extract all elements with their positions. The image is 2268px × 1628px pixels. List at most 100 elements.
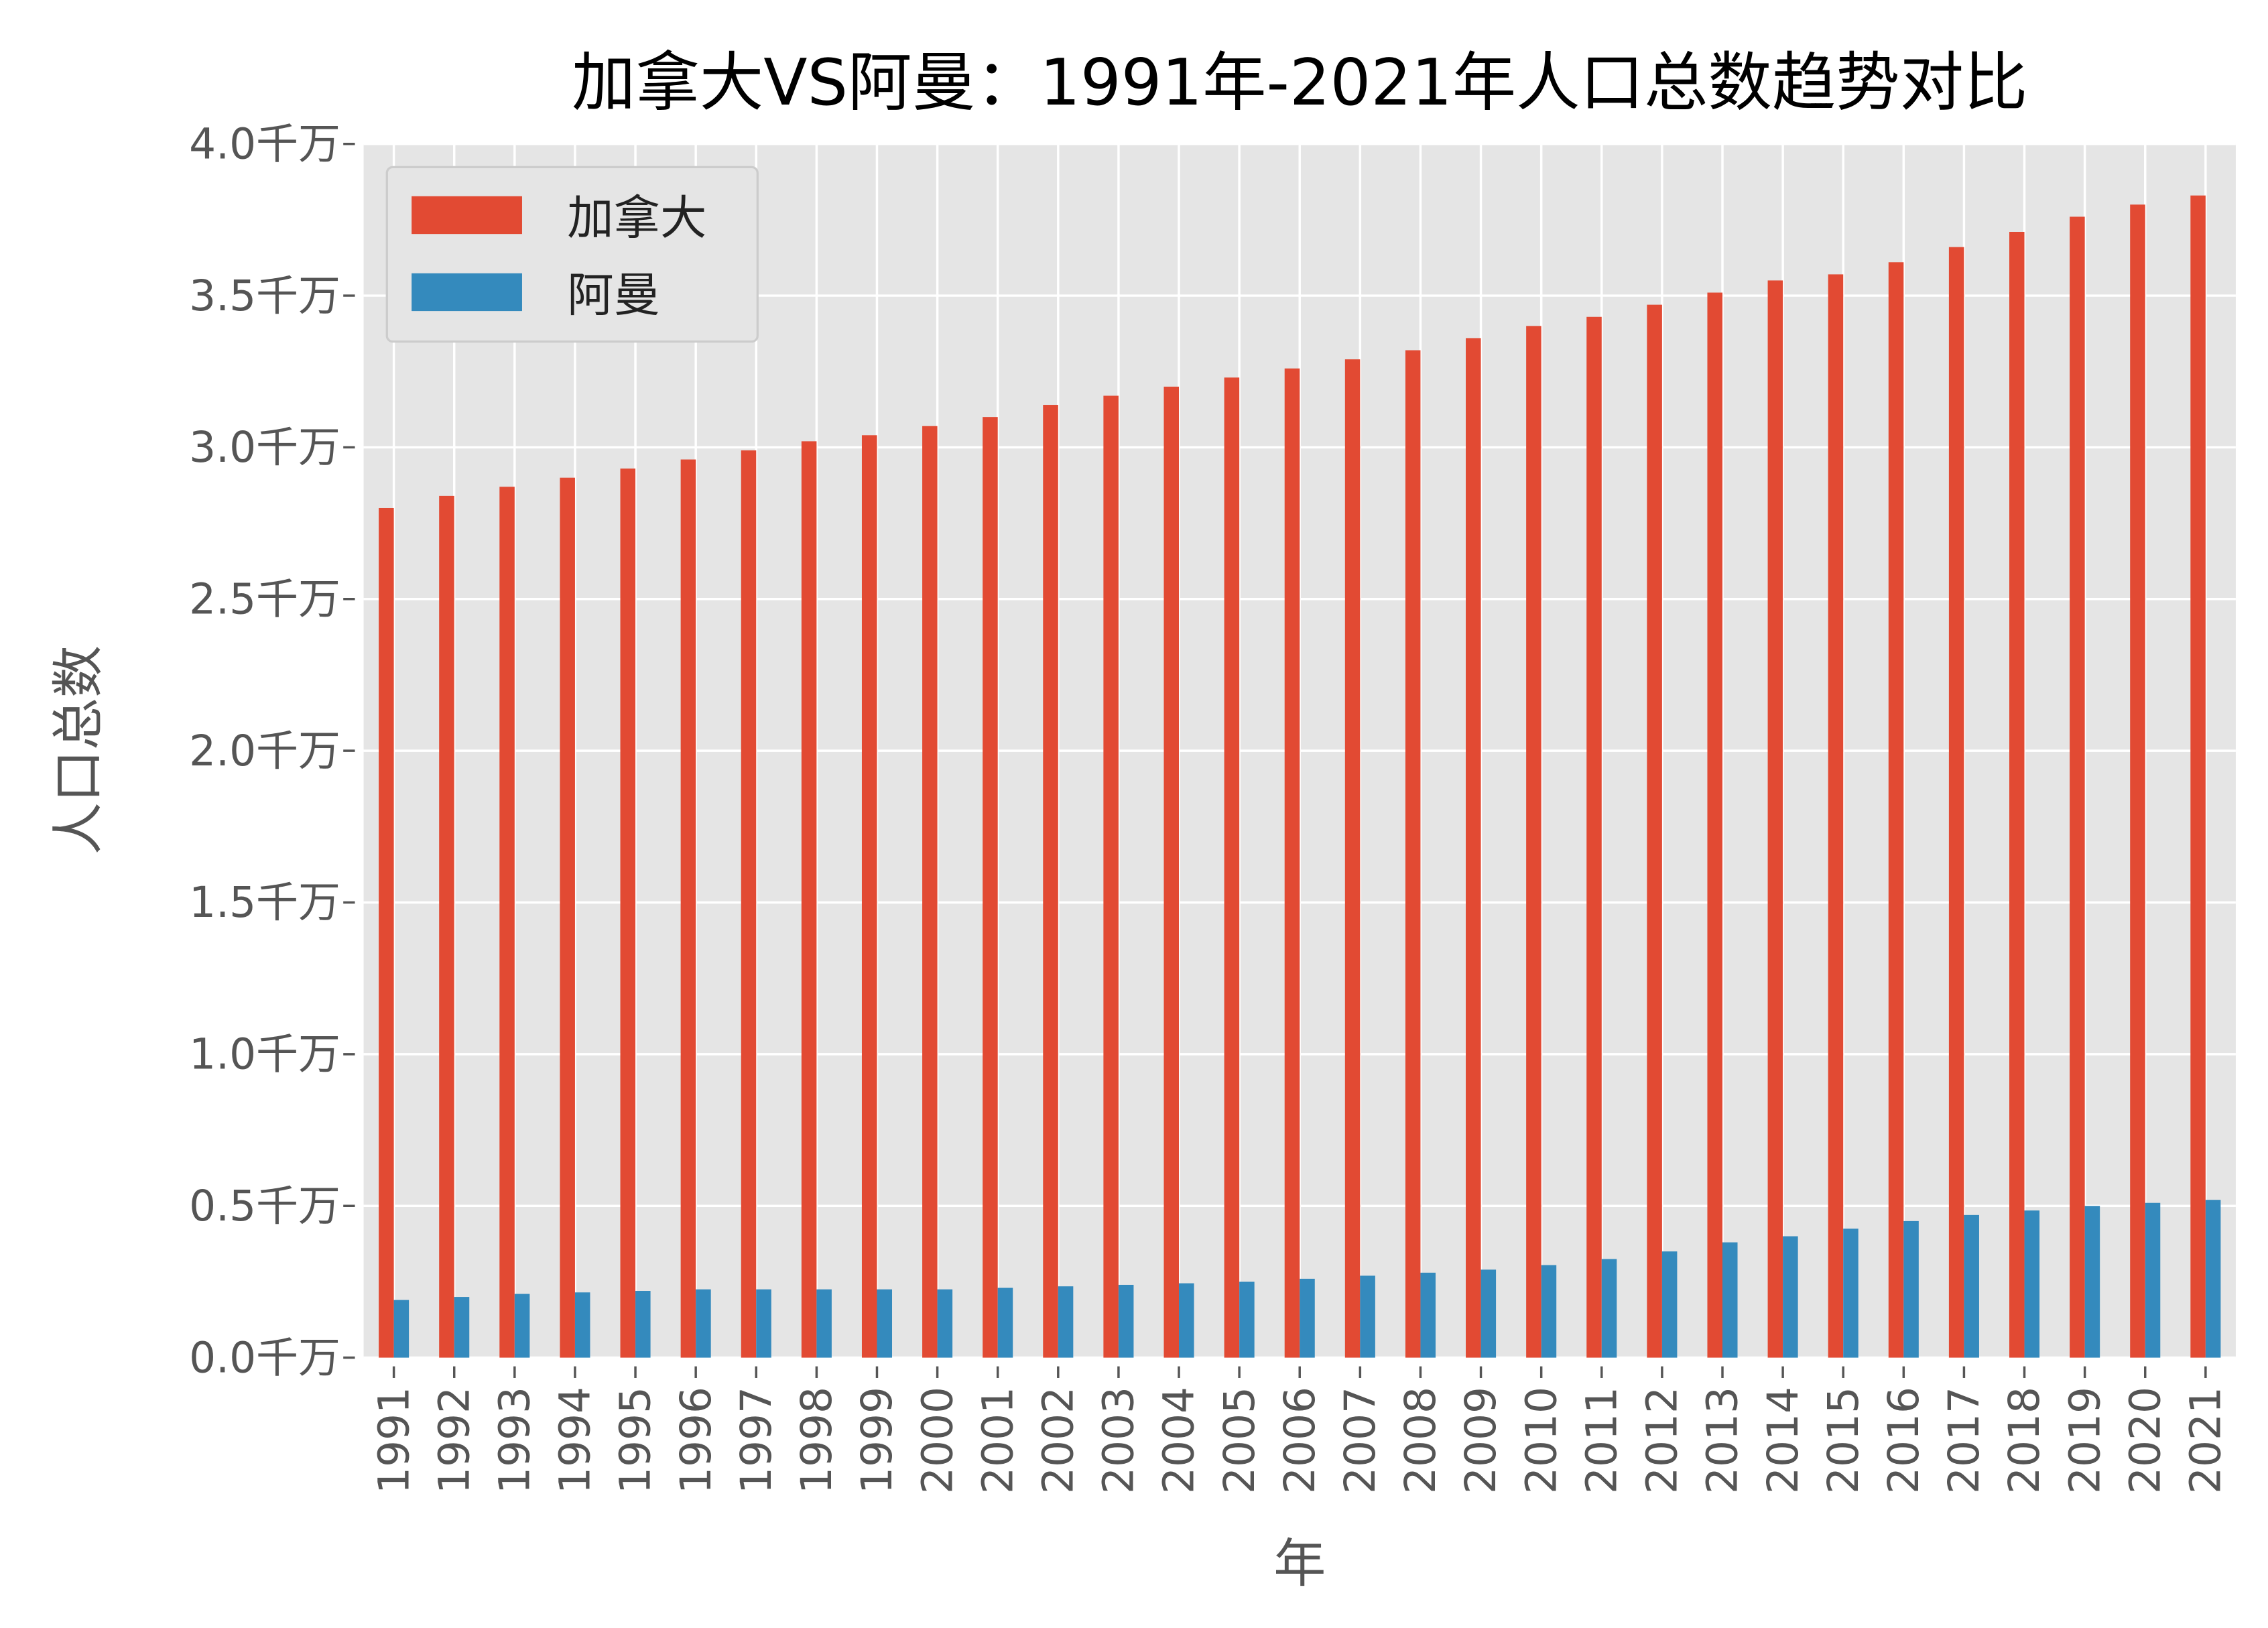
bar-oman-1992: [454, 1297, 470, 1358]
x-tick-label: 1993: [491, 1387, 540, 1494]
x-tick-label: 2001: [973, 1387, 1022, 1494]
bar-oman-2005: [1239, 1281, 1255, 1358]
bar-oman-1991: [393, 1300, 410, 1358]
bar-canada-2003: [1103, 395, 1119, 1358]
bar-oman-1995: [635, 1291, 651, 1358]
y-tick-label: 0.5千万: [189, 1182, 340, 1231]
legend-label-canada: 加拿大: [567, 192, 706, 245]
bar-oman-2016: [1903, 1220, 1919, 1358]
x-tick-label: 2008: [1396, 1387, 1445, 1494]
bar-oman-1999: [877, 1289, 893, 1358]
x-tick-label: 2000: [913, 1387, 962, 1494]
x-axis-label: 年: [1273, 1534, 1326, 1594]
bar-oman-2004: [1179, 1283, 1194, 1358]
bar-oman-1994: [574, 1292, 590, 1358]
bar-oman-2014: [1783, 1236, 1798, 1358]
x-tick-label: 2016: [1879, 1387, 1928, 1494]
bar-oman-2015: [1843, 1229, 1858, 1358]
y-tick-label: 3.5千万: [189, 271, 340, 320]
bar-oman-1997: [756, 1289, 771, 1358]
x-tick-label: 2015: [1819, 1387, 1868, 1494]
bar-canada-2015: [1828, 274, 1844, 1358]
bar-oman-2002: [1058, 1286, 1074, 1358]
chart-title: 加拿大VS阿曼：1991年-2021年人口总数趋势对比: [572, 45, 2027, 120]
legend-swatch-oman: [412, 273, 522, 312]
x-tick-label: 2005: [1215, 1387, 1264, 1494]
bar-oman-2020: [2145, 1202, 2161, 1358]
x-axis: 1991 1992 1993 1994 1995 1996 1997 1998 1999 2000…: [369, 1366, 2230, 1494]
bar-oman-2007: [1360, 1275, 1375, 1358]
bar-oman-2017: [1964, 1214, 1979, 1358]
x-tick-label: 2020: [2121, 1387, 2169, 1494]
x-tick-label: 2013: [1698, 1387, 1747, 1494]
bar-canada-2014: [1767, 280, 1783, 1358]
bar-oman-2010: [1541, 1265, 1557, 1358]
x-tick-label: 1995: [611, 1387, 660, 1494]
bar-oman-2008: [1420, 1272, 1436, 1358]
bar-oman-2013: [1722, 1242, 1738, 1358]
bar-oman-2006: [1300, 1278, 1315, 1358]
x-tick-label: 2019: [2060, 1387, 2109, 1494]
bar-canada-1998: [801, 441, 817, 1358]
bar-oman-2012: [1661, 1251, 1678, 1358]
bar-canada-2002: [1043, 405, 1058, 1358]
x-tick-label: 1999: [853, 1387, 901, 1494]
bar-canada-1992: [439, 495, 454, 1358]
bar-canada-2011: [1586, 316, 1602, 1358]
bar-oman-2019: [2084, 1206, 2100, 1358]
bar-canada-1997: [741, 450, 757, 1358]
y-tick-label: 4.0千万: [189, 119, 340, 168]
bar-canada-2001: [983, 417, 998, 1358]
bar-canada-2019: [2070, 216, 2085, 1358]
x-tick-label: 2009: [1456, 1387, 1505, 1494]
x-tick-label: 1996: [672, 1387, 720, 1494]
bar-canada-1994: [560, 477, 575, 1358]
x-tick-label: 2004: [1155, 1387, 1204, 1494]
x-tick-label: 1997: [732, 1387, 781, 1494]
y-axis-label: 人口总数: [49, 645, 109, 855]
bar-oman-2000: [937, 1289, 953, 1358]
bar-canada-2010: [1526, 326, 1541, 1358]
bar-canada-1996: [680, 459, 696, 1358]
legend: 加拿大 阿曼: [385, 166, 759, 343]
x-tick-label: 2007: [1336, 1387, 1385, 1494]
bar-canada-1999: [861, 435, 877, 1358]
bar-canada-2008: [1405, 350, 1421, 1358]
x-tick-label: 2018: [2000, 1387, 2049, 1494]
bar-oman-2018: [2024, 1210, 2040, 1358]
bar-canada-2017: [1948, 247, 1964, 1358]
bar-oman-2009: [1480, 1269, 1497, 1358]
legend-swatch-canada: [412, 196, 522, 235]
bar-canada-2021: [2190, 195, 2206, 1358]
x-tick-label: 2006: [1275, 1387, 1324, 1494]
y-axis: 0.0千万 0.5千万 1.0千万 1.5千万 2.0千万 2.5千万 3.0千万 3.5千万…: [189, 119, 355, 1382]
x-tick-label: 2017: [1940, 1387, 1989, 1494]
bar-canada-1995: [620, 468, 636, 1358]
bar-oman-1993: [514, 1294, 530, 1358]
bar-oman-2021: [2205, 1200, 2221, 1358]
legend-label-oman: 阿曼: [567, 269, 660, 322]
bar-oman-2001: [997, 1288, 1013, 1358]
bar-canada-2012: [1647, 304, 1662, 1358]
x-tick-label: 1994: [551, 1387, 600, 1494]
y-tick-label: 1.5千万: [189, 878, 340, 927]
y-tick-label: 2.5千万: [189, 574, 340, 623]
x-tick-label: 2021: [2182, 1387, 2230, 1494]
bar-canada-2013: [1707, 292, 1722, 1358]
y-tick-label: 2.0千万: [189, 727, 340, 775]
bar-oman-2003: [1118, 1284, 1134, 1358]
bar-canada-2004: [1163, 386, 1180, 1358]
bars: [379, 195, 2221, 1358]
bar-canada-2007: [1344, 359, 1361, 1358]
x-tick-label: 1992: [430, 1387, 479, 1494]
bar-canada-2018: [2009, 231, 2025, 1358]
bar-canada-2009: [1466, 338, 1481, 1358]
bar-oman-1998: [816, 1289, 832, 1358]
bar-canada-2000: [922, 426, 938, 1358]
x-tick-label: 2014: [1759, 1387, 1808, 1494]
bar-canada-1993: [499, 487, 515, 1358]
bar-canada-2020: [2130, 204, 2145, 1358]
bar-canada-1991: [379, 507, 394, 1358]
bar-canada-2016: [1888, 262, 1904, 1358]
